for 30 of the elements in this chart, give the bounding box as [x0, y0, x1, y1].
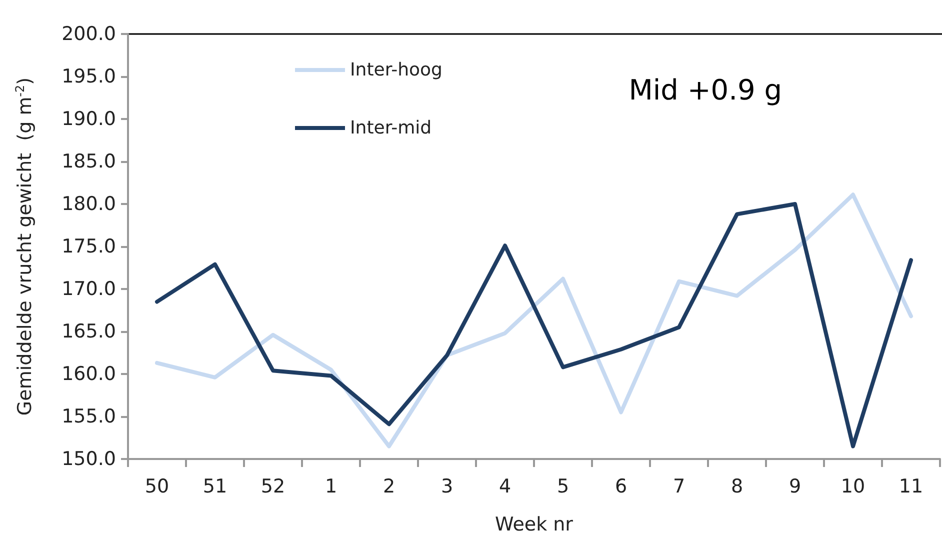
y-tick-label: 165.0 — [62, 320, 116, 342]
x-tick-label: 5 — [556, 476, 570, 498]
x-tick-label: 11 — [898, 476, 924, 498]
x-tick-label: 3 — [440, 476, 454, 498]
x-tick-label: 6 — [614, 476, 628, 498]
annotation: Mid +0.9 g — [628, 74, 782, 106]
y-tick-label: 195.0 — [62, 66, 116, 88]
x-tick-label: 9 — [788, 476, 802, 498]
legend-label: Inter-hoog — [350, 60, 442, 80]
y-tick-label: 190.0 — [62, 108, 116, 130]
y-tick-label: 155.0 — [62, 406, 116, 428]
y-tick-label: 170.0 — [62, 278, 116, 300]
x-tick-label: 4 — [498, 476, 512, 498]
x-axis-title: Week nr — [495, 514, 574, 536]
x-tick-label: 1 — [324, 476, 338, 498]
legend-label: Inter-mid — [350, 118, 432, 138]
y-tick-label: 160.0 — [62, 363, 116, 385]
y-tick-label: 150.0 — [62, 448, 116, 470]
y-tick-label: 175.0 — [62, 236, 116, 258]
x-tick-label: 51 — [202, 476, 228, 498]
y-tick-label: 180.0 — [62, 193, 116, 215]
x-tick-label: 52 — [260, 476, 286, 498]
x-tick-label: 2 — [382, 476, 396, 498]
y-tick-label: 200.0 — [62, 23, 116, 45]
x-tick-label: 7 — [672, 476, 686, 498]
x-tick-label: 8 — [730, 476, 744, 498]
y-tick-label: 185.0 — [62, 150, 116, 172]
x-tick-label: 10 — [840, 476, 866, 498]
x-tick-label: 50 — [144, 476, 170, 498]
y-axis-title: Gemiddelde vrucht gewicht (g m-2) — [13, 77, 36, 416]
